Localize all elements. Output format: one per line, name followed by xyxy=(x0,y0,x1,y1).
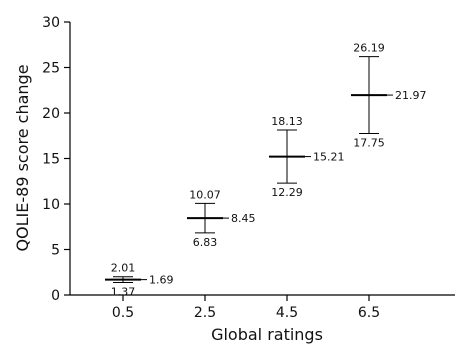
upper-value-label: 10.07 xyxy=(189,188,221,201)
y-tick-label: 20 xyxy=(42,106,60,122)
mean-value-label: 1.69 xyxy=(149,274,174,287)
data-marks: 2.01 1.37 1.69 10.07 6.83 8.45 18.13 12.29 15.21… xyxy=(105,42,427,299)
mean-value-label: 8.45 xyxy=(231,212,256,225)
x-tick-label: 4.5 xyxy=(276,305,298,321)
axes: 0 5 10 15 20 25 30 0.5 2.5 4.5 6.5 xyxy=(42,15,455,321)
x-axis-title: Global ratings xyxy=(211,325,323,344)
mean-value-label: 21.97 xyxy=(395,89,427,102)
x-tick-label: 2.5 xyxy=(194,305,216,321)
y-tick-label: 30 xyxy=(42,15,60,31)
y-axis-title: QOLIE-89 score change xyxy=(13,64,32,251)
lower-value-label: 6.83 xyxy=(193,236,218,249)
x-tick-label: 0.5 xyxy=(112,305,134,321)
y-tick-label: 5 xyxy=(51,243,60,259)
lower-value-label: 12.29 xyxy=(271,186,303,199)
y-tick-label: 25 xyxy=(42,61,60,77)
y-tick-label: 0 xyxy=(51,288,60,304)
lower-value-label: 1.37 xyxy=(111,286,136,299)
lower-value-label: 17.75 xyxy=(353,136,385,149)
upper-value-label: 2.01 xyxy=(111,262,136,275)
mean-value-label: 15.21 xyxy=(313,151,345,164)
y-tick-label: 10 xyxy=(42,197,60,213)
y-tick-label: 15 xyxy=(42,152,60,168)
upper-value-label: 26.19 xyxy=(353,42,385,55)
upper-value-label: 18.13 xyxy=(271,115,303,128)
x-tick-label: 6.5 xyxy=(358,305,380,321)
